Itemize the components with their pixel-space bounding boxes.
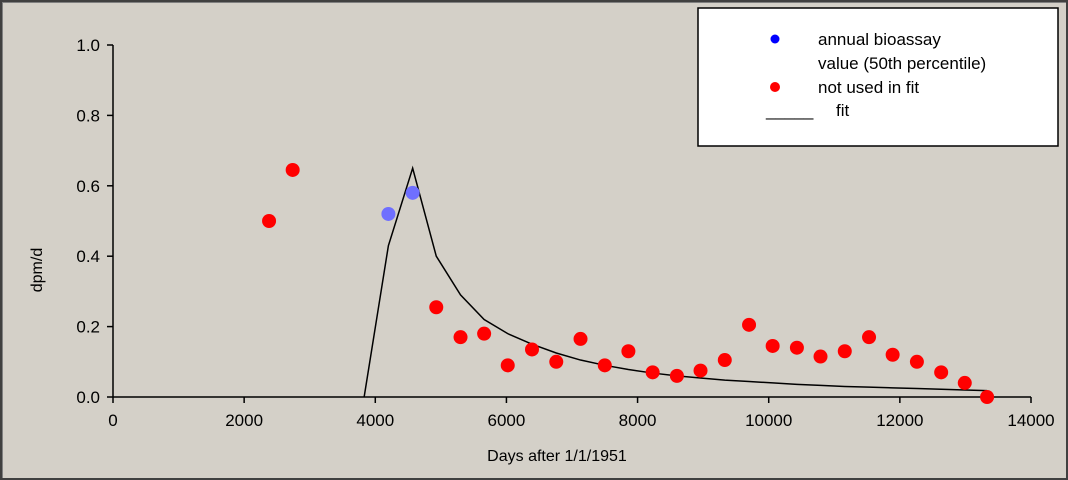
not-used-point <box>500 358 515 373</box>
not-used-point <box>645 365 660 380</box>
legend-fit-marker: _____ <box>765 101 814 120</box>
not-used-point <box>789 340 804 355</box>
bioassay-point <box>381 206 396 221</box>
x-tick-label: 14000 <box>1007 411 1054 430</box>
x-tick-label: 8000 <box>619 411 657 430</box>
y-tick-label: 0.0 <box>76 388 100 407</box>
bioassay-point <box>405 185 420 200</box>
not-used-point <box>621 344 636 359</box>
legend-box <box>697 7 1059 147</box>
not-used-point <box>573 331 588 346</box>
x-tick-label: 0 <box>108 411 117 430</box>
not-used-point <box>285 162 300 177</box>
legend-not-used-label: not used in fit <box>818 78 919 97</box>
not-used-point <box>693 363 708 378</box>
y-tick-label: 1.0 <box>76 36 100 55</box>
y-axis-title: dpm/d <box>29 248 46 292</box>
y-tick-label: 0.8 <box>76 106 100 125</box>
not-used-point <box>717 353 732 368</box>
not-used-point <box>453 330 468 345</box>
not-used-point <box>765 338 780 353</box>
not-used-point <box>957 375 972 390</box>
not-used-point <box>669 368 684 383</box>
x-tick-label: 12000 <box>876 411 923 430</box>
not-used-point <box>477 326 492 341</box>
not-used-point <box>549 354 564 369</box>
fit-line <box>363 165 988 398</box>
not-used-point <box>429 300 444 315</box>
not-used-point <box>813 349 828 364</box>
legend-fit-label: fit <box>836 101 850 120</box>
y-tick-label: 0.2 <box>76 318 100 337</box>
not-used-point <box>525 342 540 357</box>
y-tick-label: 0.6 <box>76 177 100 196</box>
x-tick-label: 4000 <box>356 411 394 430</box>
fit-layer <box>363 165 988 398</box>
not-used-point <box>742 317 757 332</box>
legend-bioassay-marker <box>770 34 780 44</box>
not-used-point <box>262 214 277 228</box>
x-tick-label: 10000 <box>745 411 792 430</box>
points-layer <box>262 162 995 404</box>
legend-bioassay-label-line2: value (50th percentile) <box>818 54 986 73</box>
not-used-point <box>837 344 852 359</box>
not-used-point <box>885 347 900 362</box>
x-axis-title: Days after 1/1/1951 <box>487 448 627 465</box>
x-tick-label: 6000 <box>488 411 526 430</box>
x-tick-label: 2000 <box>225 411 263 430</box>
not-used-point <box>862 330 877 345</box>
legend-bioassay-label-line1: annual bioassay <box>818 30 941 49</box>
not-used-point <box>597 358 612 373</box>
not-used-point <box>934 365 949 380</box>
legend: annual bioassay value (50th percentile) … <box>697 7 1059 147</box>
legend-not-used-marker <box>770 82 780 92</box>
not-used-point <box>909 354 924 369</box>
axes: 0 2000 4000 6000 8000 10000 12000 14000 0.0 0.2 0.… <box>76 36 1054 430</box>
y-tick-label: 0.4 <box>76 247 100 266</box>
not-used-point <box>980 390 995 404</box>
